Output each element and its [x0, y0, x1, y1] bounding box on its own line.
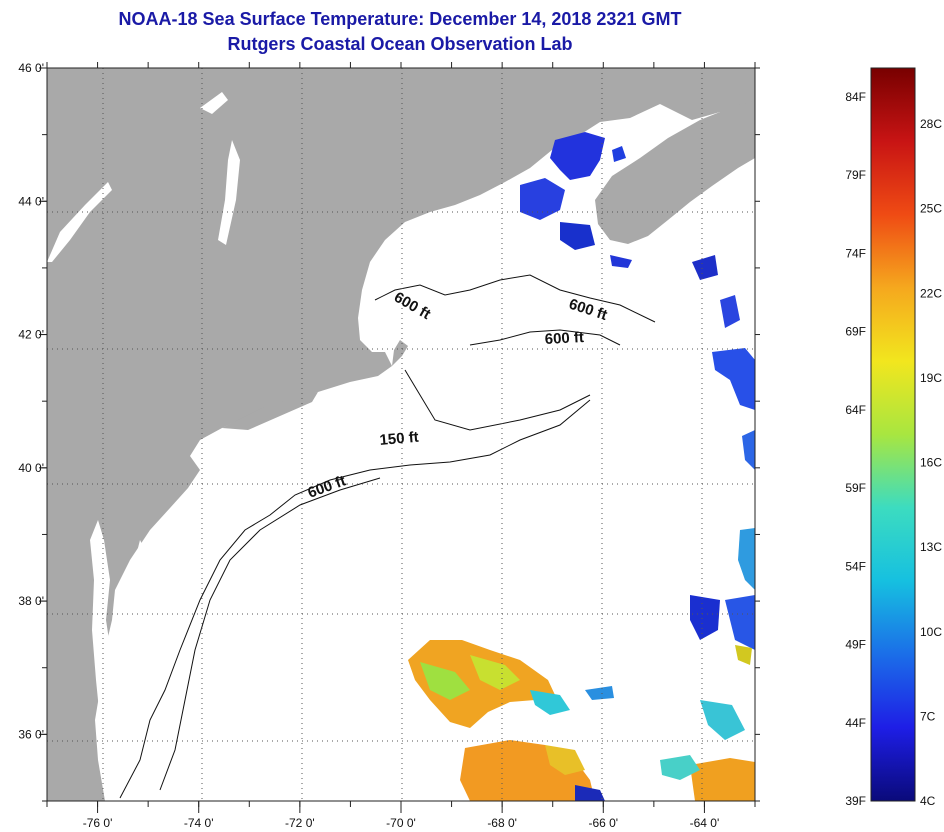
- colorbar-fahrenheit-label: 59F: [845, 481, 866, 495]
- sst-data: [408, 132, 755, 801]
- land-us-mainland: [47, 68, 755, 801]
- colorbar-celsius-label: 16C: [920, 456, 942, 470]
- lon-tick-label: -70 0': [386, 816, 416, 830]
- lon-tick-label: -66 0': [588, 816, 618, 830]
- longitude-axis: -76 0' -74 0' -72 0' -70 0' -68 0' -66 0' -64 …: [46, 62, 756, 830]
- contour-600ft-shelf: [119, 399, 591, 799]
- colorbar-celsius-label: 19C: [920, 371, 942, 385]
- contour-600ft-gulf-maine: [374, 274, 656, 323]
- lon-tick-label: -68 0': [487, 816, 517, 830]
- colorbar-celsius-label: 13C: [920, 540, 942, 554]
- colorbar-celsius-label: 22C: [920, 286, 942, 300]
- contour-label-4: 150 ft: [379, 429, 420, 449]
- land-long-island: [222, 392, 318, 430]
- colorbar-fahrenheit-label: 49F: [845, 638, 866, 652]
- lake-champlain: [218, 140, 240, 245]
- lon-tick-label: -72 0': [285, 816, 315, 830]
- chesapeake-bay: [90, 520, 115, 760]
- lake-small-1: [200, 92, 228, 114]
- contour-label-3: 600 ft: [544, 329, 584, 348]
- colorbar-celsius-label: 28C: [920, 117, 942, 131]
- colorbar-celsius-labels: 28C 25C 22C 19C 16C 13C 10C 7C 4C: [920, 117, 942, 808]
- lat-tick-label: 46 0': [18, 61, 44, 75]
- lake-ontario: [47, 182, 112, 262]
- colorbar-fahrenheit-label: 44F: [845, 716, 866, 730]
- latitude-axis: 46 0' 44 0' 42 0' 40 0' 38 0' 36 0': [18, 61, 760, 802]
- lat-tick-label: 44 0': [18, 194, 44, 208]
- colorbar-celsius-label: 25C: [920, 202, 942, 216]
- colorbar-celsius-label: 10C: [920, 625, 942, 639]
- sst-patch-east-strip: [712, 348, 755, 410]
- colorbar: [870, 67, 916, 802]
- sst-patch-gulf-maine: [520, 178, 565, 220]
- colorbar-fahrenheit-label: 39F: [845, 794, 866, 808]
- land-nova-scotia: [595, 100, 755, 244]
- colorbar-celsius-label: 4C: [920, 794, 936, 808]
- contour-150ft: [404, 369, 591, 431]
- sst-patch-bay-of-fundy: [550, 132, 605, 180]
- sst-patch-southeast: [690, 758, 755, 801]
- graticule: [47, 68, 755, 801]
- sst-patch-gulf-stream-north: [408, 640, 555, 728]
- contour-coastal: [159, 477, 381, 791]
- contour-600ft-georges: [469, 329, 621, 346]
- map-title: NOAA-18 Sea Surface Temperature: Decembe…: [118, 9, 682, 29]
- lon-tick-label: -64 0': [690, 816, 720, 830]
- lat-tick-label: 38 0': [18, 594, 44, 608]
- map-subtitle: Rutgers Coastal Ocean Observation Lab: [227, 34, 573, 54]
- map-content: [47, 68, 755, 801]
- colorbar-fahrenheit-label: 54F: [845, 559, 866, 573]
- colorbar-fahrenheit-labels: 84F 79F 74F 69F 64F 59F 54F 49F 44F 39F: [845, 90, 866, 808]
- colorbar-fahrenheit-label: 79F: [845, 168, 866, 182]
- lat-tick-label: 40 0': [18, 461, 44, 475]
- delaware-bay: [135, 540, 150, 575]
- lon-tick-label: -74 0': [184, 816, 214, 830]
- depth-contours: [119, 274, 656, 799]
- lat-tick-label: 42 0': [18, 328, 44, 342]
- colorbar-fahrenheit-label: 69F: [845, 325, 866, 339]
- lon-tick-label: -76 0': [83, 816, 113, 830]
- colorbar-celsius-label: 7C: [920, 709, 936, 723]
- colorbar-fahrenheit-label: 74F: [845, 246, 866, 260]
- lat-tick-label: 36 0': [18, 727, 44, 741]
- colorbar-fahrenheit-label: 64F: [845, 403, 866, 417]
- colorbar-fahrenheit-label: 84F: [845, 90, 866, 104]
- land-cape-cod: [392, 340, 408, 366]
